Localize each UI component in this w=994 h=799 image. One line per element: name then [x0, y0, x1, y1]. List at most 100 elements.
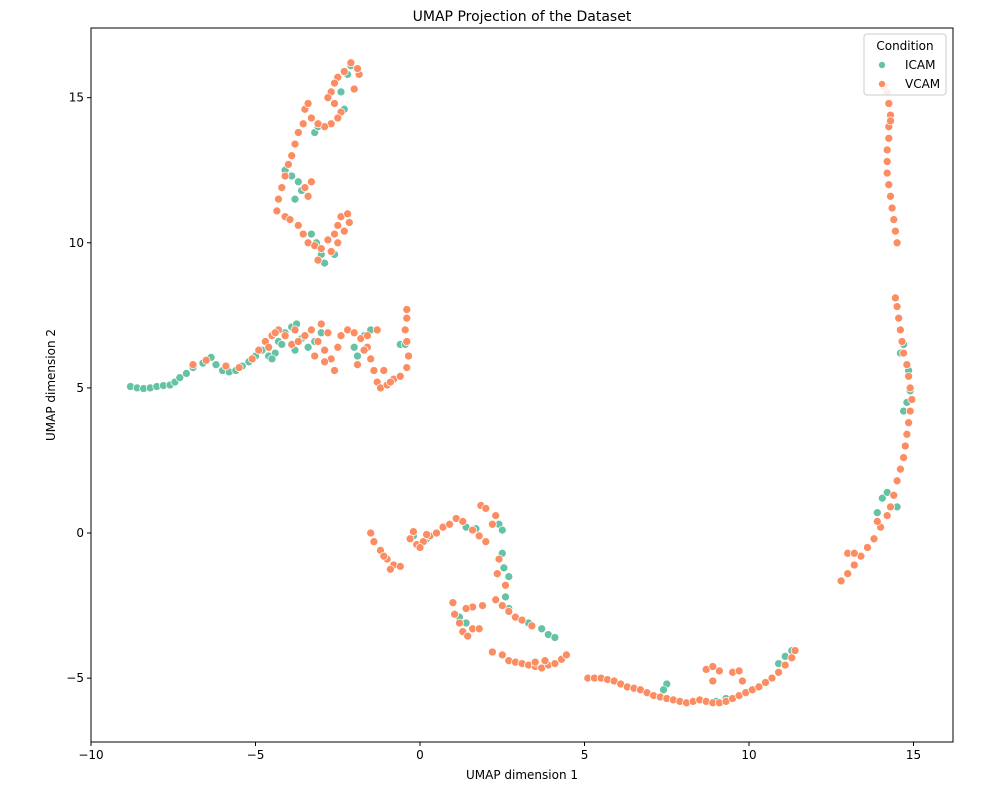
point-vcam-218 [905, 383, 915, 393]
point-vcam-86 [353, 360, 362, 370]
point-vcam-139 [504, 607, 514, 616]
point-vcam-223 [896, 325, 905, 335]
point-vcam-229 [889, 215, 899, 224]
point-vcam-222 [897, 337, 907, 346]
point-vcam-39 [326, 247, 336, 256]
point-vcam-45 [349, 84, 359, 94]
point-icam-80 [877, 493, 887, 503]
point-vcam-121 [494, 554, 504, 564]
point-icam-28 [303, 342, 313, 352]
point-vcam-5 [323, 93, 333, 103]
point-vcam-189 [790, 646, 800, 655]
point-vcam-92 [264, 342, 274, 352]
legend-entry-icam: ICAM [905, 58, 935, 72]
point-vcam-208 [849, 548, 859, 558]
point-vcam-125 [422, 530, 431, 539]
point-vcam-48 [201, 355, 211, 365]
point-vcam-88 [323, 328, 333, 338]
point-vcam-60 [307, 325, 316, 335]
point-vcam-183 [754, 682, 764, 692]
point-vcam-26 [293, 221, 303, 230]
point-vcam-202 [869, 534, 879, 544]
point-vcam-89 [320, 357, 329, 367]
point-vcam-133 [474, 624, 484, 634]
point-vcam-96 [372, 325, 382, 335]
x-axis-label: UMAP dimension 1 [466, 768, 578, 782]
point-vcam-62 [320, 345, 329, 355]
x-tick-label: −5 [247, 748, 265, 762]
point-vcam-93 [270, 328, 280, 338]
point-vcam-38 [333, 238, 343, 248]
point-vcam-49 [221, 361, 231, 371]
point-vcam-20 [280, 171, 290, 181]
point-vcam-235 [882, 145, 892, 155]
y-tick-label: 10 [69, 236, 84, 250]
point-vcam-206 [889, 490, 899, 500]
point-icam-70 [537, 624, 547, 634]
point-vcam-137 [491, 595, 501, 605]
point-vcam-224 [894, 313, 904, 323]
point-vcam-138 [497, 601, 507, 610]
point-vcam-155 [530, 657, 540, 667]
x-tick-label: 0 [416, 748, 424, 762]
point-vcam-14 [303, 99, 313, 108]
point-icam-65 [501, 592, 510, 602]
point-icam-74 [659, 685, 668, 695]
point-vcam-135 [478, 601, 487, 610]
point-vcam-136 [461, 604, 471, 613]
point-vcam-72 [369, 366, 379, 375]
point-vcam-128 [450, 609, 459, 619]
point-vcam-16 [293, 128, 303, 137]
point-vcam-186 [774, 667, 783, 677]
x-tick-label: 15 [906, 748, 921, 762]
point-vcam-219 [904, 371, 913, 381]
point-vcam-212 [899, 453, 908, 462]
point-vcam-117 [488, 519, 497, 529]
point-vcam-227 [892, 238, 902, 248]
point-vcam-196 [708, 676, 718, 686]
point-vcam-191 [708, 662, 718, 671]
point-vcam-35 [343, 209, 352, 219]
point-vcam-111 [445, 519, 454, 529]
point-vcam-8 [333, 113, 343, 123]
point-vcam-131 [463, 631, 473, 641]
point-vcam-15 [298, 119, 308, 129]
point-vcam-80 [402, 337, 412, 346]
point-vcam-204 [882, 511, 892, 520]
point-vcam-113 [458, 517, 468, 526]
point-vcam-12 [307, 113, 316, 123]
point-vcam-95 [310, 351, 320, 361]
point-vcam-185 [767, 673, 777, 683]
point-vcam-68 [349, 328, 359, 338]
point-vcam-22 [274, 194, 283, 204]
point-vcam-19 [284, 160, 293, 169]
legend: Condition ICAM VCAM [863, 33, 947, 96]
point-vcam-94 [290, 325, 300, 335]
legend-marker-icam [878, 61, 886, 69]
point-vcam-23 [272, 206, 282, 216]
point-vcam-40 [303, 191, 313, 201]
points-layer [126, 58, 917, 708]
legend-entry-vcam: VCAM [905, 77, 940, 91]
point-vcam-213 [900, 441, 910, 451]
point-icam-13 [211, 360, 221, 370]
point-vcam-44 [353, 64, 362, 73]
point-vcam-102 [395, 562, 405, 571]
point-vcam-215 [904, 418, 913, 428]
point-vcam-58 [293, 337, 303, 346]
point-vcam-90 [379, 366, 389, 375]
point-vcam-41 [300, 183, 310, 192]
point-vcam-51 [247, 354, 257, 364]
point-vcam-127 [448, 598, 458, 608]
legend-box [863, 33, 947, 96]
point-vcam-205 [886, 502, 895, 512]
point-vcam-78 [402, 363, 412, 372]
chart-title: UMAP Projection of the Dataset [413, 9, 632, 25]
x-tick-label: 10 [741, 748, 756, 762]
point-vcam-152 [550, 659, 560, 668]
point-vcam-30 [316, 244, 326, 253]
point-vcam-81 [400, 325, 410, 335]
point-vcam-154 [562, 650, 571, 660]
